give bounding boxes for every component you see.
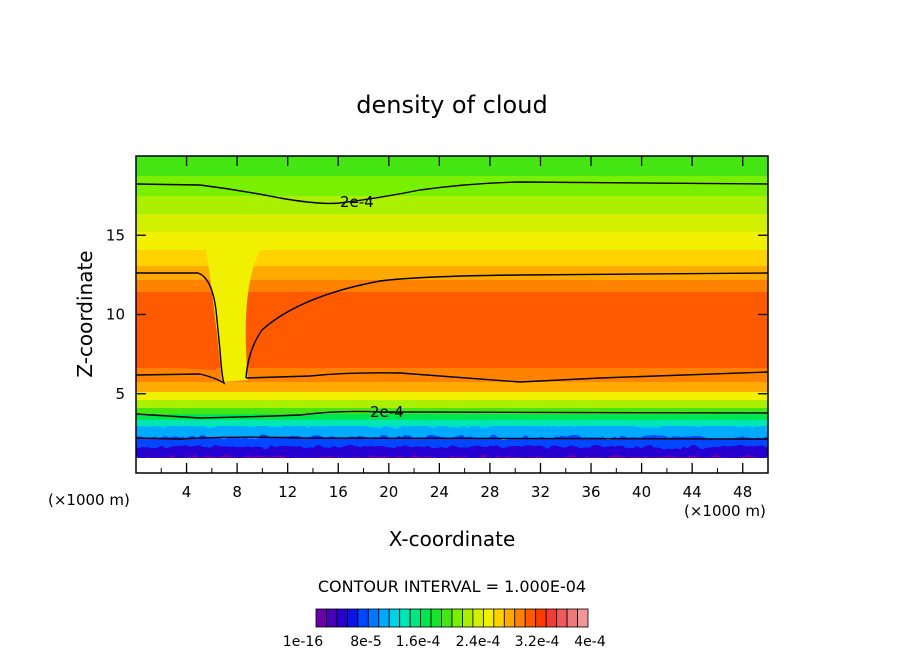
- x-tick-label: 32: [531, 483, 550, 501]
- colorbar-swatch: [545, 608, 558, 628]
- contour-top: [136, 181, 768, 205]
- colorbar-swatch: [315, 608, 327, 628]
- density-band: [136, 266, 768, 281]
- colorbar-swatch: [462, 608, 474, 628]
- bottom-white-strip: [136, 458, 768, 473]
- x-unit-left: (×1000 m): [48, 491, 130, 509]
- contour-lower-right: [245, 371, 768, 383]
- colorbar-swatch: [556, 608, 568, 628]
- density-band: [136, 232, 768, 251]
- contour-interval-label: CONTOUR INTERVAL = 1.000E-04: [318, 577, 586, 596]
- x-tick-label: 48: [733, 483, 752, 501]
- contour-bottom: [136, 436, 768, 440]
- colorbar-swatch: [441, 608, 453, 628]
- colorbar-swatch: [472, 608, 484, 628]
- orange-core-right: [262, 292, 768, 368]
- colorbar-swatch: [420, 608, 432, 628]
- chart-title: density of cloud: [356, 91, 547, 119]
- colorbar-swatch: [535, 608, 547, 628]
- colorbar-swatch: [430, 608, 442, 628]
- x-tick-label: 44: [683, 483, 702, 501]
- density-band: [136, 250, 768, 267]
- colorbar-swatch: [399, 608, 411, 628]
- colorbar-swatch: [357, 608, 369, 628]
- colorbar-swatch: [524, 608, 537, 628]
- density-band: [136, 400, 768, 409]
- x-tick-label: 40: [632, 483, 651, 501]
- density-band: [136, 196, 768, 215]
- colorbar-tick-label: 2.4e-4: [456, 634, 501, 650]
- x-tick-label: 12: [278, 483, 297, 501]
- x-tick-label: 24: [430, 483, 449, 501]
- contour-label-top: 2e-4: [340, 193, 374, 211]
- colorbar-swatch: [482, 608, 495, 628]
- colorbar-swatch: [493, 608, 505, 628]
- contour-lines: [136, 181, 768, 440]
- colorbar-swatch: [367, 608, 380, 628]
- contour-upper-right: [245, 272, 768, 379]
- colorbar-swatch: [503, 608, 516, 628]
- colorbar-swatch: [388, 608, 401, 628]
- density-band: [136, 408, 768, 415]
- density-band: [136, 382, 768, 393]
- colorbar-tick-label: 8e-5: [350, 634, 381, 650]
- x-tick-label: 8: [232, 483, 242, 501]
- x-tick-label: 28: [480, 483, 499, 501]
- density-band: [136, 368, 768, 383]
- density-band: [136, 392, 768, 401]
- colorbar-tick-label: 3.2e-4: [515, 634, 560, 650]
- x-tick-label: 16: [329, 483, 348, 501]
- density-band: [136, 214, 768, 233]
- colorbar-swatch: [336, 608, 348, 628]
- x-unit-right: (×1000 m): [684, 502, 766, 520]
- y-tick-label: 5: [115, 385, 125, 403]
- noisy-surface-layer: [136, 426, 768, 463]
- colorbar-swatch: [577, 608, 589, 628]
- y-tick-label: 15: [106, 226, 125, 244]
- colorbar-swatch: [409, 608, 422, 628]
- colorbar: 1e-16 8e-5 1.6e-4 2.4e-4 3.2e-4 4e-4: [283, 608, 606, 650]
- colorbar-tick-label: 1.6e-4: [396, 634, 441, 650]
- colorbar-swatch: [566, 608, 578, 628]
- colorbar-swatch: [346, 608, 359, 628]
- contour-label-middle: 2e-4: [370, 403, 404, 421]
- colorbar-swatch: [514, 608, 526, 628]
- contour-middle: [136, 410, 768, 419]
- contour-upper-left: [136, 272, 226, 385]
- density-band: [136, 420, 768, 427]
- colorbar-tick-label: 4e-4: [574, 634, 606, 650]
- x-tick-label: 36: [581, 483, 600, 501]
- colorbar-tick-label: 1e-16: [283, 634, 323, 650]
- colorbar-swatch: [378, 608, 390, 628]
- x-tick-label: 4: [182, 483, 192, 501]
- orange-core-left: [136, 292, 218, 370]
- colorbar-swatch: [451, 608, 463, 628]
- density-band: [136, 280, 768, 293]
- colorbar-swatch: [326, 608, 338, 628]
- x-axis-label: X-coordinate: [389, 527, 516, 551]
- density-band: [136, 156, 768, 177]
- y-axis-label: Z-coordinate: [73, 250, 97, 377]
- x-tick-label: 20: [379, 483, 398, 501]
- y-tick-label: 10: [106, 306, 125, 324]
- plot-area: 2e-4 2e-4: [136, 156, 768, 473]
- density-band: [136, 414, 768, 421]
